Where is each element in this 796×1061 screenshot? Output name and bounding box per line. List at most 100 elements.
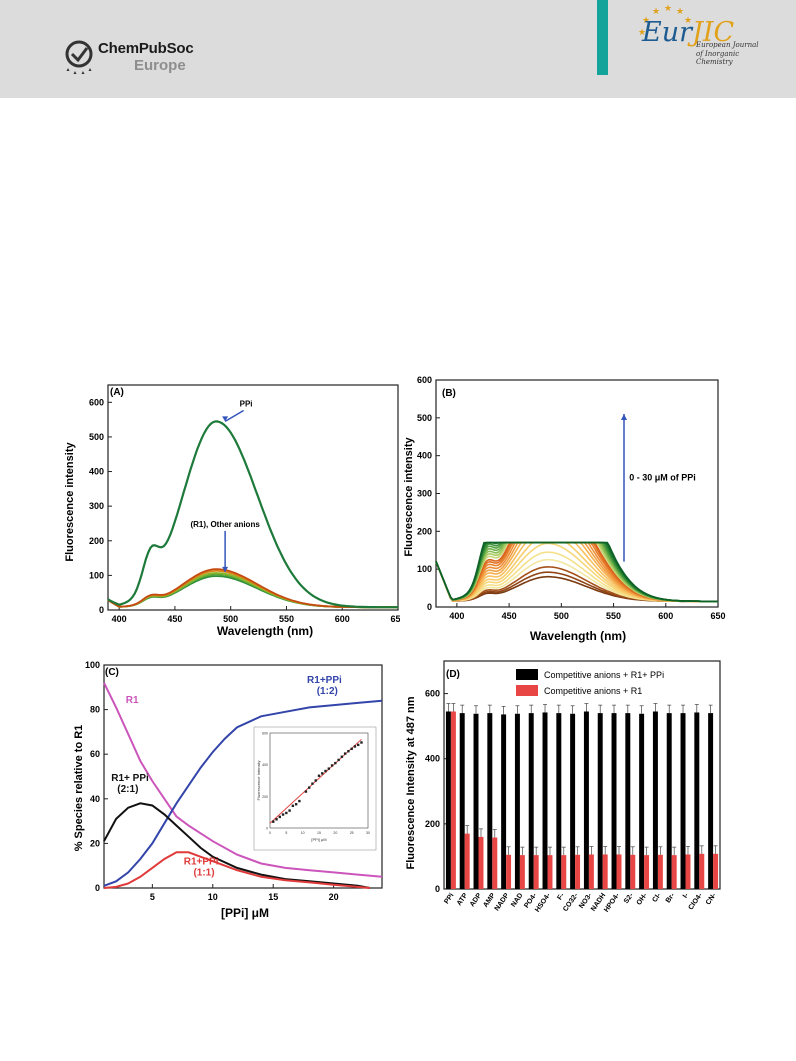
eu-stars-icon: ★★★ ★ ★★ — [638, 3, 692, 37]
panel-c-ytick-label: 100 — [85, 660, 100, 670]
panel-b-ytick-label: 400 — [417, 451, 432, 461]
panel-d-bar — [680, 713, 686, 889]
header-accent-bar — [597, 0, 608, 75]
panel-b-xtick-label: 650 — [710, 611, 725, 621]
panel-c-inset-point — [340, 755, 344, 758]
panel-b-xtick-label: 600 — [658, 611, 673, 621]
panel-d-bar — [533, 855, 539, 889]
panel-a-annotation-arrow — [224, 409, 244, 422]
journal-eur: Eur — [642, 17, 693, 48]
panel-a-label: (A) — [110, 387, 124, 398]
panel-a-arrowhead — [222, 416, 229, 422]
panel-a-xlabel: Wavelength (nm) — [217, 624, 313, 638]
panel-a-annotation: (R1), Other anions — [190, 520, 260, 529]
panel-b-xtick-label: 450 — [502, 611, 517, 621]
panel-d-bar — [597, 713, 603, 889]
panel-c-inset-point — [298, 799, 301, 803]
panel-c-series-line — [103, 682, 383, 878]
panel-d-category-label: ADP — [469, 892, 483, 908]
panel-d-bar — [459, 713, 465, 889]
panel-c-inset-point — [291, 804, 295, 808]
panel-c-series-label: R1+ PPi — [111, 773, 149, 784]
panel-b-ytick-label: 600 — [417, 375, 432, 385]
panel-d-bar — [602, 854, 608, 889]
panel-c-inset-xtick: 5 — [285, 831, 287, 835]
journal-subtitle-2: of Inorganic Chemistry — [696, 50, 740, 66]
panel-c-inset-point — [314, 779, 317, 782]
panel-d-bar — [639, 713, 645, 889]
panel-d-bar — [487, 713, 493, 889]
panel-c-series-line — [103, 802, 371, 889]
panel-c-inset-xtick: 15 — [317, 831, 321, 835]
panel-d-bar — [694, 712, 700, 889]
panel-d-label: (D) — [446, 669, 460, 680]
panel-d-category-label: ClO4- — [687, 892, 704, 912]
panel-d-category-label: S2- — [623, 892, 635, 905]
panel-a-xtick-label: 400 — [112, 614, 127, 624]
chart-panel-a: 400 450 500 550 600 650 0 100 200 300 400 500 600 PPi… — [64, 384, 400, 638]
panel-b-annotation: 0 - 30 μM of PPi — [629, 472, 696, 482]
panel-a-ytick-label: 500 — [89, 432, 104, 442]
panel-c-label: (C) — [105, 667, 119, 678]
panel-d-bar — [708, 713, 714, 889]
panel-b-ytick-label: 0 — [427, 602, 432, 612]
panel-c-inset-point — [285, 811, 288, 815]
panel-d-category-label: Cl- — [651, 892, 662, 904]
panel-a-series-line — [107, 573, 398, 609]
panel-c-inset-point — [304, 790, 308, 793]
panel-d-bar — [561, 855, 567, 889]
panel-d-bar — [514, 713, 520, 889]
panel-d-bar — [630, 854, 636, 889]
panel-a-annotation: PPi — [240, 399, 253, 408]
panel-a-xtick-label: 550 — [279, 614, 294, 624]
panel-d-category-label: F- — [556, 892, 566, 902]
panel-c-ytick-label: 80 — [90, 705, 100, 715]
panel-b-xtick-label: 400 — [449, 611, 464, 621]
panel-b-xtick-label: 500 — [554, 611, 569, 621]
panel-d-bar — [685, 854, 691, 889]
panel-c-series-label: R1+PPi — [307, 675, 342, 686]
panel-c-series-line — [103, 851, 370, 889]
panel-c-xtick-label: 15 — [268, 892, 278, 902]
panel-a-series-line — [107, 572, 398, 609]
panel-d-bar — [519, 855, 525, 889]
panel-b-xtick-label: 550 — [606, 611, 621, 621]
panel-d-ytick-label: 400 — [425, 754, 440, 764]
panel-d-bar — [671, 855, 677, 889]
panel-c-inset-point — [334, 761, 337, 765]
panel-a-ytick-label: 0 — [99, 605, 104, 615]
panel-d-bar — [570, 713, 576, 889]
panel-a-xtick-label: 650 — [390, 614, 400, 624]
panel-b-ytick-label: 500 — [417, 413, 432, 423]
panel-c-inset-xtick: 30 — [366, 831, 370, 835]
svg-text:★: ★ — [652, 6, 660, 16]
panel-a-ytick-label: 100 — [89, 570, 104, 580]
panel-c-ytick-label: 60 — [90, 749, 100, 759]
panel-c-series-label: (1:2) — [317, 686, 338, 697]
panel-d-ytick-label: 0 — [435, 884, 440, 894]
panel-d-legend: Competitive anions + R1+ PPi Competitive… — [516, 669, 664, 696]
panel-d-bar — [450, 711, 456, 889]
journal-logo-text: EurJIC — [642, 17, 734, 48]
panel-d-bar — [506, 854, 512, 889]
legend-swatch-red — [516, 685, 538, 696]
panel-c-inset-point — [311, 782, 314, 785]
panel-c-inset-point — [330, 764, 334, 767]
publisher-name: ChemPubSoc — [98, 40, 194, 57]
chempubsoc-logo: ChemPubSoc Europe — [62, 36, 202, 80]
panel-c-inset-point — [317, 774, 321, 777]
panel-d-bar — [575, 854, 581, 889]
panel-a-series-line — [107, 570, 398, 609]
panel-d-bar — [616, 854, 622, 889]
panel-d-bar — [713, 853, 719, 889]
panel-b-ylabel: Fluorescence intensity — [403, 437, 415, 557]
panel-d-bar — [528, 713, 534, 889]
panel-b-label: (B) — [442, 388, 456, 399]
panel-d-bar — [588, 854, 594, 889]
panel-d-ylabel: Fluorescence Intensity at 487 nm — [405, 696, 417, 869]
journal-jic: JIC — [692, 17, 735, 48]
panel-c-inset-xlabel: [PPi] μM — [311, 837, 326, 842]
panel-c-xlabel: [PPi] μM — [221, 906, 269, 920]
panel-c-inset-point — [360, 741, 363, 744]
